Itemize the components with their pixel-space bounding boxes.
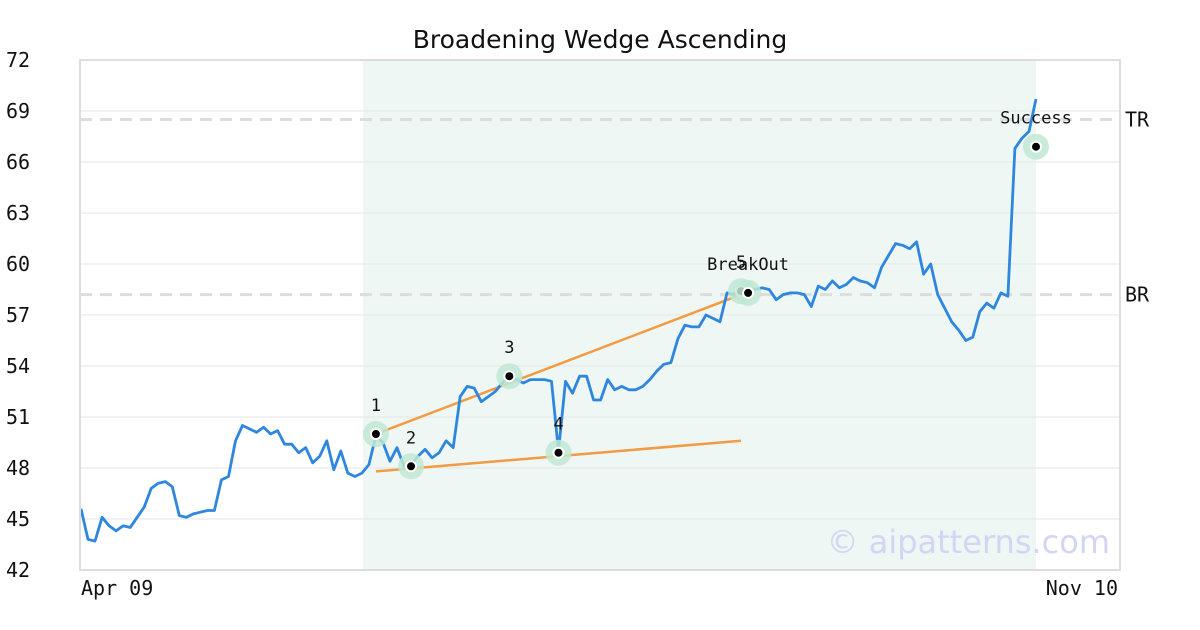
point-marker-breakout — [742, 286, 755, 299]
upper-trend-line — [375, 293, 742, 436]
y-tick-label: 66 — [6, 150, 30, 174]
y-tick-label: 48 — [6, 456, 30, 480]
point-label-3: 3 — [504, 338, 514, 358]
point-marker-3 — [503, 370, 516, 383]
watermark: © aipatterns.com — [827, 523, 1110, 561]
point-marker-4 — [552, 446, 565, 459]
reference-label-tr: TR — [1125, 108, 1150, 132]
y-tick-label: 45 — [6, 507, 30, 531]
point-label-5: 5 — [736, 253, 746, 273]
point-marker-1 — [369, 428, 382, 440]
y-tick-label: 69 — [6, 99, 30, 123]
point-label-success: Success — [1000, 109, 1072, 129]
point-label-4: 4 — [553, 415, 563, 435]
y-tick-label: 63 — [6, 201, 30, 225]
point-label-2: 2 — [406, 428, 416, 448]
y-tick-label: 42 — [6, 558, 30, 582]
x-tick-label-start: Apr 09 — [81, 576, 153, 600]
point-label-1: 1 — [371, 396, 381, 416]
y-tick-label: 60 — [6, 252, 30, 276]
point-marker-2 — [405, 460, 418, 473]
y-tick-label: 51 — [6, 405, 30, 429]
plot-frame — [79, 59, 1121, 571]
point-label-breakout: BreakOut — [707, 255, 789, 275]
point-marker-success — [1030, 140, 1042, 153]
y-tick-label: 54 — [6, 354, 30, 378]
y-tick-label: 72 — [6, 48, 30, 72]
chart-title: Broadening Wedge Ascending — [413, 25, 788, 54]
y-tick-label: 57 — [6, 303, 30, 327]
x-tick-label-end: Nov 10 — [1046, 576, 1118, 600]
reference-label-br: BR — [1125, 283, 1150, 307]
